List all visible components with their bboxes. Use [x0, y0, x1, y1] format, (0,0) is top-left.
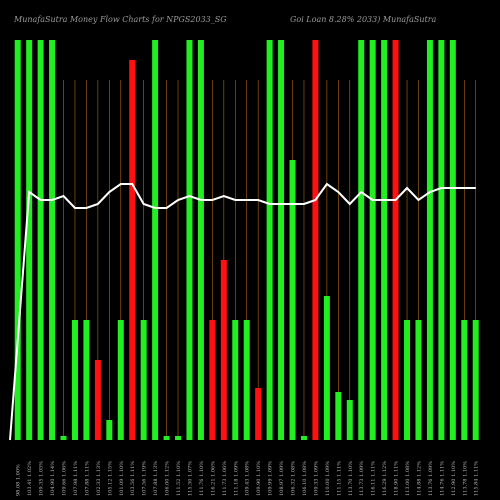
x-tick-label: 105.12 1.15% [107, 461, 113, 496]
x-tick-label: 107.88 1.11% [84, 461, 90, 496]
x-tick-label: 113.73 1.09% [359, 461, 365, 496]
bar [60, 436, 67, 440]
x-axis-labels: 98.08 1.00% 103.41 1.02% 109.35 1.05% 104.9… [16, 461, 480, 496]
x-tick-label: 116.29 1.12% [382, 461, 388, 496]
bar [381, 40, 388, 440]
bar [209, 320, 216, 440]
bar [175, 436, 182, 440]
bar [163, 436, 170, 440]
bar [232, 320, 239, 440]
x-tick-label: 109.66 1.06% [62, 461, 68, 496]
x-tick-label: 115.84 1.11% [474, 461, 480, 496]
bar [449, 40, 456, 440]
bar [117, 320, 124, 440]
x-tick-label: 106.10 1.08% [302, 461, 308, 496]
x-tick-label: 104.90 1.14% [50, 461, 56, 496]
x-tick-label: 111.73 1.06% [222, 461, 228, 496]
x-tick-label: 106.32 1.08% [291, 461, 297, 496]
x-tick-label: 107.98 1.11% [73, 461, 79, 496]
x-tick-label: 111.52 1.10% [176, 461, 182, 496]
x-tick-label: 109.33 1.09% [313, 461, 319, 496]
x-tick-label: 113.70 1.10% [348, 461, 354, 496]
bar [49, 40, 56, 440]
bar [404, 320, 411, 440]
bar [197, 40, 204, 440]
bar [26, 40, 33, 440]
x-tick-label: 114.88 1.12% [416, 461, 422, 496]
bar [346, 400, 353, 440]
x-tick-label: 113.76 1.09% [428, 461, 434, 496]
bar [140, 320, 147, 440]
bar [392, 40, 399, 440]
x-tick-label: 109.90 1.10% [256, 461, 262, 496]
bar [37, 40, 44, 440]
bar [300, 436, 307, 440]
x-tick-label: 116.21 1.06% [210, 461, 216, 496]
x-tick-label: 118.90 1.11% [394, 461, 400, 496]
bar [266, 40, 273, 440]
x-tick-label: 116.11 1.11% [371, 461, 377, 496]
bar [438, 40, 445, 440]
bar [323, 296, 330, 440]
x-tick-label: 109.99 1.09% [268, 461, 274, 496]
x-tick-label: 110.00 1.09% [325, 461, 331, 496]
bar [369, 40, 376, 440]
x-tick-label: 113.00 1.08% [405, 461, 411, 496]
bar [312, 40, 319, 440]
bar [152, 40, 159, 440]
bar [186, 40, 193, 440]
x-tick-label: 106.00 1.12% [165, 461, 171, 496]
bar [243, 320, 250, 440]
bar [129, 60, 136, 440]
bar [83, 320, 90, 440]
bar [220, 260, 227, 440]
bar [255, 388, 262, 440]
money-flow-line [9, 182, 476, 441]
bar [472, 320, 479, 440]
x-tick-label: 98.08 1.00% [16, 464, 22, 496]
bar [415, 320, 422, 440]
x-tick-label: 111.15 1.11% [336, 461, 342, 496]
bars-group [14, 40, 479, 440]
x-tick-label: 111.76 1.10% [199, 461, 205, 496]
bar [461, 320, 468, 440]
x-tick-label: 103.56 1.11% [130, 461, 136, 496]
x-tick-label: 107.56 1.19% [142, 461, 148, 496]
x-tick-label: 109.35 1.05% [39, 461, 45, 496]
bar [106, 420, 113, 440]
money-flow-line-group [9, 182, 476, 441]
x-tick-label: 103.41 1.02% [27, 461, 33, 496]
bar [14, 40, 21, 440]
x-tick-label: 111.18 1.09% [233, 461, 239, 496]
bar [278, 40, 285, 440]
x-tick-label: 112.90 1.10% [451, 461, 457, 496]
bar [71, 320, 78, 440]
bar [289, 160, 296, 440]
x-tick-label: 102.33 1.13% [96, 461, 102, 496]
x-tick-label: 107.88 1.13% [153, 461, 159, 496]
bar [358, 40, 365, 440]
x-tick-label: 108.97 1.09% [279, 461, 285, 496]
bar [335, 392, 342, 440]
bar [426, 40, 433, 440]
x-tick-label: 109.43 1.08% [245, 461, 251, 496]
x-tick-label: 114.76 1.11% [439, 461, 445, 496]
x-tick-label: 101.09 1.10% [119, 461, 125, 496]
chart-title-left: MunafaSutra Money Flow Charts for NPGS20… [13, 15, 227, 24]
x-tick-label: 115.30 1.07% [187, 461, 193, 496]
chart-title-right: Goi Loan 8.28% 2033) MunafaSutra [290, 15, 437, 24]
x-tick-label: 113.78 1.10% [462, 461, 468, 496]
bar [94, 360, 101, 440]
